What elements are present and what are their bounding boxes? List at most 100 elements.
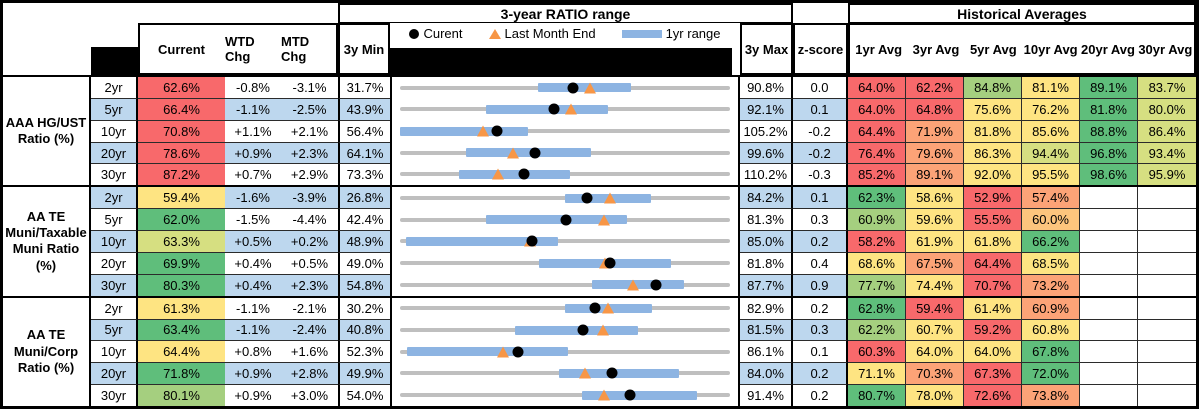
chart-legend-cell: Curent Last Month End 1yr range xyxy=(390,23,740,75)
tenor-label: 20yr xyxy=(91,252,138,275)
current-marker xyxy=(529,147,541,159)
avg-value xyxy=(1138,209,1196,232)
z-score-value: 0.3 xyxy=(793,319,848,342)
group-label: AA TE Muni/Corp Ratio (%) xyxy=(3,297,91,406)
avg-value: 64.0% xyxy=(848,98,906,121)
current-value: 66.4% xyxy=(138,98,225,121)
col-header-wtd-chg: WTD Chg xyxy=(225,34,255,64)
current-value: 80.1% xyxy=(138,385,225,406)
avg-value xyxy=(1080,209,1138,232)
3y-min-value: 30.2% xyxy=(338,297,390,320)
3y-max-value: 81.3% xyxy=(740,209,793,232)
wtd-chg-value: +0.9% xyxy=(225,385,281,406)
current-value: 64.4% xyxy=(138,341,225,364)
avg-value: 85.2% xyxy=(848,164,906,186)
range-chart-row xyxy=(400,252,730,274)
avg-value xyxy=(1138,274,1196,296)
avg-value xyxy=(1080,341,1138,364)
range-chart-row xyxy=(400,274,730,296)
range-chart-row xyxy=(400,298,730,320)
avg-value xyxy=(1080,363,1138,386)
wtd-chg-value: -0.8% xyxy=(225,77,281,99)
wtd-chg-value: +0.5% xyxy=(225,231,281,253)
avg-value: 64.4% xyxy=(964,252,1022,275)
current-value: 59.4% xyxy=(138,187,225,210)
avg-value xyxy=(1080,252,1138,275)
tenor-label: 2yr xyxy=(91,297,138,320)
legend-last-month-label: Last Month End xyxy=(504,26,596,41)
avg-value: 64.0% xyxy=(848,77,906,99)
3y-min-value: 52.3% xyxy=(338,341,390,364)
current-value: 63.3% xyxy=(138,231,225,253)
avg-value xyxy=(1138,187,1196,210)
tenor-label: 10yr xyxy=(91,231,138,253)
avg-value: 71.1% xyxy=(848,363,906,386)
tenor-label: 5yr xyxy=(91,319,138,342)
range-chart-row xyxy=(400,384,730,406)
range-chart-row xyxy=(400,142,730,164)
wtd-chg-value: +0.4% xyxy=(225,274,281,296)
legend-current: Curent xyxy=(409,26,463,41)
last-month-end-marker xyxy=(578,367,591,379)
1yr-range-bar xyxy=(581,390,698,400)
wtd-chg-value: -1.6% xyxy=(225,187,281,210)
3y-range-line xyxy=(400,129,730,134)
current-marker xyxy=(577,324,589,336)
current-value: 70.8% xyxy=(138,120,225,143)
avg-value: 81.1% xyxy=(1022,77,1080,99)
3y-min-value: 26.8% xyxy=(338,187,390,210)
avg-value xyxy=(1138,341,1196,364)
range-chart-row xyxy=(400,77,730,99)
avg-value: 58.2% xyxy=(848,231,906,253)
current-marker xyxy=(512,346,524,358)
current-value: 61.3% xyxy=(138,297,225,320)
1yr-range-bar xyxy=(485,104,609,114)
avg-value: 64.8% xyxy=(906,98,964,121)
avg-value: 60.9% xyxy=(848,209,906,232)
col-header-mtd-chg: MTD Chg xyxy=(281,34,310,64)
current-marker xyxy=(560,214,572,226)
current-value: 71.8% xyxy=(138,363,225,386)
current-marker xyxy=(581,192,593,204)
wtd-chg-value: +1.1% xyxy=(225,120,281,143)
wtd-chg-value: +0.8% xyxy=(225,341,281,364)
last-month-end-marker xyxy=(492,168,505,180)
avg-value xyxy=(1138,319,1196,342)
mtd-chg-value: +2.1% xyxy=(281,120,338,143)
avg-value: 55.5% xyxy=(964,209,1022,232)
avg-value: 86.4% xyxy=(1138,120,1196,143)
range-chart xyxy=(390,77,740,186)
range-chart-row xyxy=(400,120,730,142)
avg-value: 72.6% xyxy=(964,385,1022,406)
3y-range-line xyxy=(400,306,730,311)
col-header-current: Current xyxy=(158,41,205,57)
avg-value xyxy=(1080,274,1138,296)
3y-min-value: 54.0% xyxy=(338,385,390,406)
range-chart xyxy=(390,187,740,296)
avg-value: 64.0% xyxy=(964,341,1022,364)
current-marker xyxy=(548,103,560,115)
z-score-value: 0.1 xyxy=(793,98,848,121)
3y-max-value: 92.1% xyxy=(740,98,793,121)
avg-value: 62.2% xyxy=(848,319,906,342)
chart-title: 3-year RATIO range xyxy=(338,3,793,24)
avg-value: 74.4% xyxy=(906,274,964,296)
avg-value: 89.1% xyxy=(906,164,964,186)
avg-value: 95.5% xyxy=(1022,164,1080,186)
avg-value: 93.4% xyxy=(1138,142,1196,165)
ratio-group: AAA HG/UST Ratio (%) 2yr 62.6% -0.8% -3.1% 31… xyxy=(3,75,1196,186)
1yr-range-bar xyxy=(400,126,529,136)
z-score-value: 0.1 xyxy=(793,341,848,364)
avg-value: 73.8% xyxy=(1022,385,1080,406)
wtd-chg-value: -1.1% xyxy=(225,319,281,342)
last-month-end-marker xyxy=(603,192,616,204)
avg-value: 60.9% xyxy=(1022,297,1080,320)
tenor-label: 10yr xyxy=(91,341,138,364)
avg-value: 70.7% xyxy=(964,274,1022,296)
z-score-value: -0.3 xyxy=(793,164,848,186)
avg-value: 62.2% xyxy=(906,77,964,99)
last-month-end-marker xyxy=(583,82,596,94)
range-chart-row xyxy=(400,209,730,231)
avg-value xyxy=(1080,231,1138,253)
